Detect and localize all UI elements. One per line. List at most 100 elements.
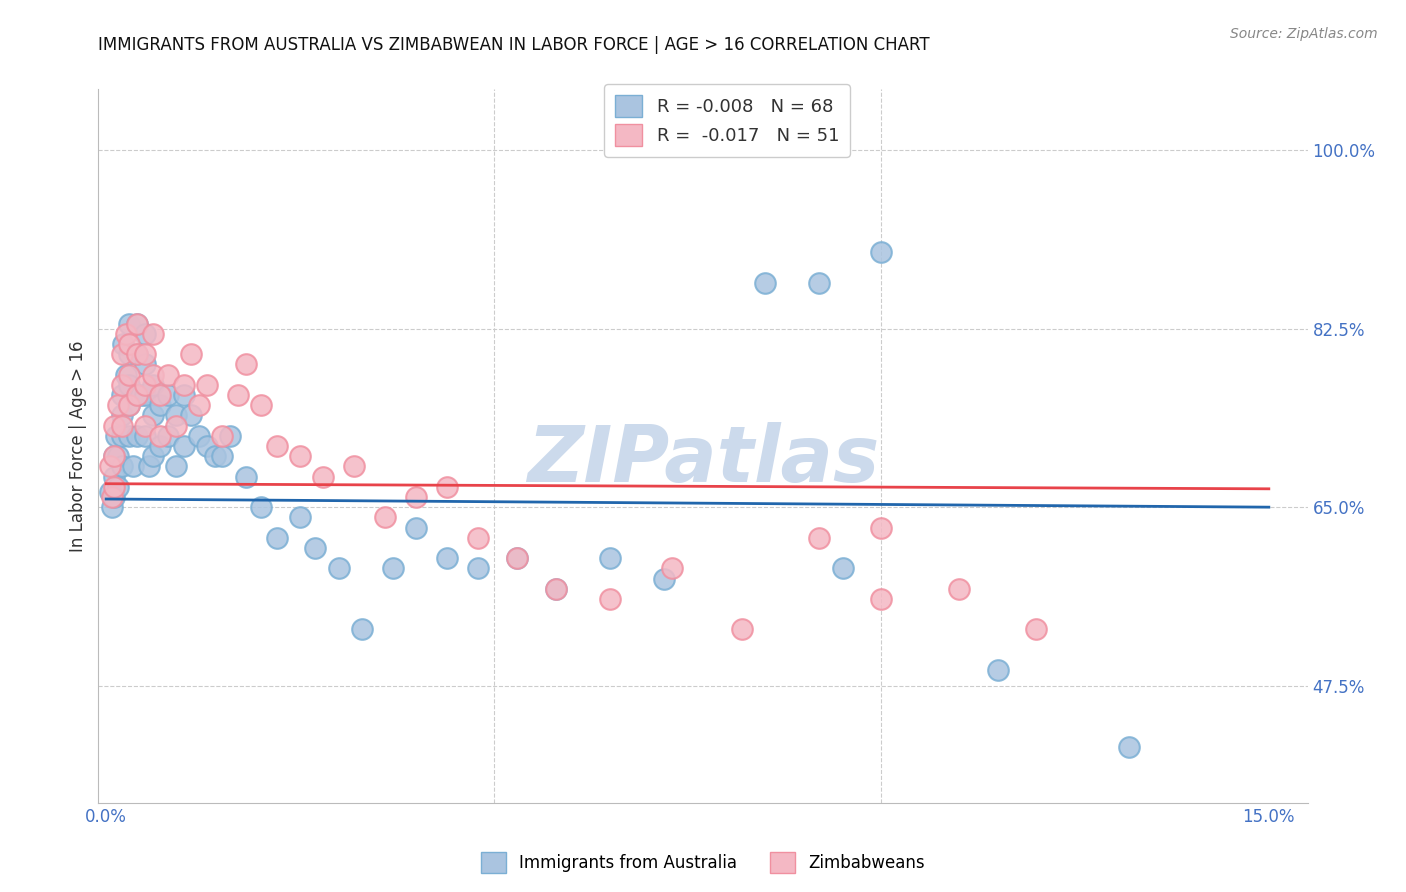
Point (127, 317, 149, 331)
Point (134, 388, 156, 402)
Point (288, 510, 311, 524)
Point (374, 510, 396, 524)
Point (211, 449, 233, 463)
Point (142, 368, 165, 382)
Point (103, 449, 125, 463)
Point (134, 347, 156, 361)
Point (127, 429, 149, 443)
Point (343, 459, 366, 474)
Point (111, 388, 134, 402)
Point (107, 480, 129, 494)
Point (652, 572, 675, 586)
Point (149, 398, 172, 412)
Point (599, 551, 621, 566)
Point (142, 409, 165, 423)
Point (195, 377, 218, 392)
Point (405, 520, 427, 534)
Point (134, 358, 156, 372)
Point (142, 326, 165, 341)
Point (118, 347, 141, 361)
Point (127, 388, 149, 402)
Point (1025, 623, 1047, 637)
Point (122, 459, 145, 474)
Point (157, 429, 180, 443)
Point (506, 551, 529, 566)
Point (111, 429, 134, 443)
Point (173, 439, 195, 453)
Legend: Immigrants from Australia, Zimbabweans: Immigrants from Australia, Zimbabweans (474, 846, 932, 880)
Point (118, 429, 141, 443)
Point (138, 459, 160, 474)
Point (111, 347, 134, 361)
Point (98, 484, 121, 499)
Point (103, 418, 125, 433)
Point (986, 663, 1008, 677)
Point (188, 398, 211, 412)
Point (436, 551, 458, 566)
Point (808, 531, 831, 545)
Point (870, 520, 893, 534)
Point (195, 439, 218, 453)
Point (103, 480, 125, 494)
Point (103, 490, 125, 504)
Point (118, 368, 141, 382)
Point (118, 398, 141, 412)
Point (134, 418, 156, 433)
Point (173, 388, 195, 402)
Point (112, 337, 135, 351)
Point (111, 459, 134, 474)
Point (127, 317, 149, 331)
Point (754, 276, 776, 290)
Point (288, 449, 311, 463)
Point (808, 276, 831, 290)
Point (103, 449, 125, 463)
Point (204, 449, 226, 463)
Point (250, 398, 273, 412)
Point (350, 623, 373, 637)
Point (599, 591, 621, 606)
Point (111, 418, 134, 433)
Point (165, 418, 187, 433)
Point (180, 347, 202, 361)
Legend: R = -0.008   N = 68, R =  -0.017   N = 51: R = -0.008 N = 68, R = -0.017 N = 51 (605, 84, 851, 157)
Point (118, 377, 141, 392)
Point (312, 469, 335, 483)
Point (134, 429, 156, 443)
Point (219, 429, 242, 443)
Point (107, 398, 129, 412)
Point (506, 551, 529, 566)
Point (114, 368, 136, 382)
Text: IMMIGRANTS FROM AUSTRALIA VS ZIMBABWEAN IN LABOR FORCE | AGE > 16 CORRELATION CH: IMMIGRANTS FROM AUSTRALIA VS ZIMBABWEAN … (98, 36, 929, 54)
Point (142, 449, 165, 463)
Point (544, 582, 567, 596)
Point (165, 459, 187, 474)
Point (188, 429, 211, 443)
Point (211, 429, 233, 443)
Point (127, 388, 149, 402)
Y-axis label: In Labor Force | Age > 16: In Labor Force | Age > 16 (69, 340, 87, 552)
Point (226, 388, 249, 402)
Point (235, 358, 257, 372)
Point (304, 541, 326, 555)
Point (381, 561, 404, 575)
Point (103, 469, 125, 483)
Point (114, 326, 136, 341)
Point (149, 439, 172, 453)
Point (127, 347, 149, 361)
Point (405, 490, 427, 504)
Point (98, 459, 121, 474)
Point (149, 429, 172, 443)
Point (235, 469, 257, 483)
Point (180, 409, 202, 423)
Point (157, 388, 180, 402)
Point (467, 561, 489, 575)
Point (142, 377, 165, 392)
Point (134, 377, 156, 392)
Point (107, 449, 129, 463)
Point (173, 377, 195, 392)
Point (118, 337, 141, 351)
Point (731, 623, 754, 637)
Point (870, 245, 893, 260)
Point (250, 500, 273, 515)
Point (111, 409, 134, 423)
